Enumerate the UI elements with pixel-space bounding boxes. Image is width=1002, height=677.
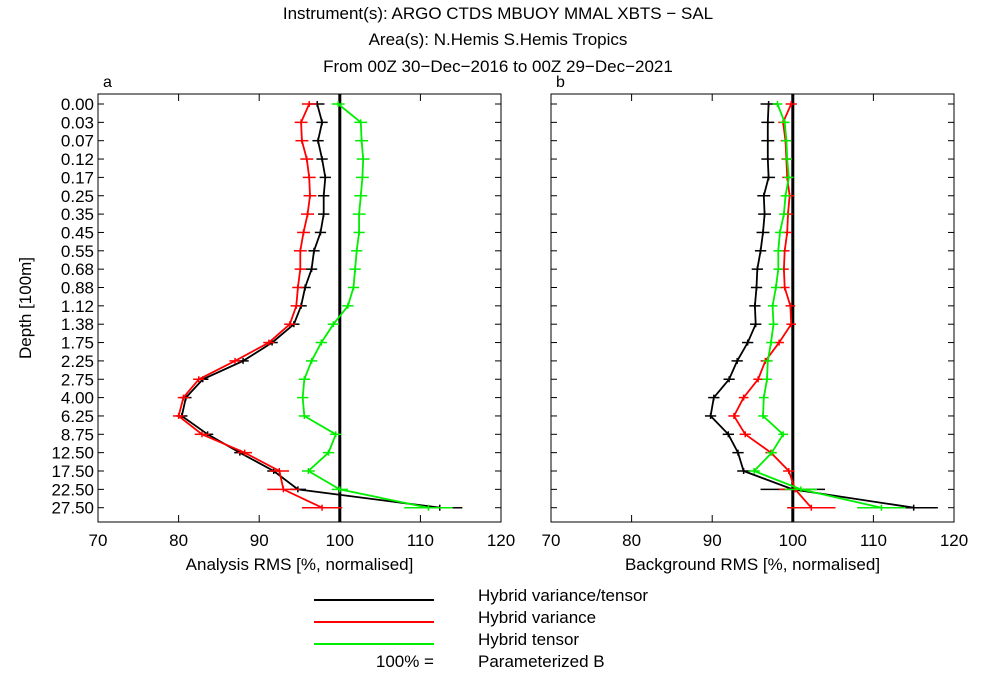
series-line xyxy=(301,103,429,509)
y-tick-label: 12.50 xyxy=(51,444,94,463)
axes-frame xyxy=(97,93,502,523)
x-axis-label: Analysis RMS [%, normalised] xyxy=(186,555,414,574)
title-line-2: Area(s): N.Hemis S.Hemis Tropics xyxy=(369,30,628,49)
y-tick-label: 0.25 xyxy=(61,187,94,206)
legend-label-tensor: Hybrid tensor xyxy=(478,630,579,649)
y-tick-label: 2.75 xyxy=(61,370,94,389)
x-tick-label: 80 xyxy=(169,531,188,550)
legend-reference-prefix: 100% = xyxy=(376,652,434,671)
x-tick-label: 80 xyxy=(622,531,641,550)
x-tick-label: 90 xyxy=(703,531,722,550)
y-tick-label: 8.75 xyxy=(61,425,94,444)
series-line xyxy=(709,103,914,509)
legend-label-variance-tensor: Hybrid variance/tensor xyxy=(478,586,648,605)
y-tick-label: 0.07 xyxy=(61,132,94,151)
series-hybrid-variance-tensor xyxy=(176,101,463,511)
x-tick-label: 110 xyxy=(407,531,434,550)
y-tick-label: 0.88 xyxy=(61,279,94,298)
x-tick-label: 70 xyxy=(542,531,561,550)
y-tick-label: 1.38 xyxy=(61,315,94,334)
series-line xyxy=(180,103,440,509)
y-tick-label: 0.35 xyxy=(61,205,94,224)
x-tick-label: 90 xyxy=(250,531,269,550)
y-tick-label: 4.00 xyxy=(61,389,94,408)
x-tick-label: 100 xyxy=(779,531,807,550)
x-tick-label: 110 xyxy=(860,531,887,550)
y-tick-label: 1.12 xyxy=(61,297,94,316)
panel-label: b xyxy=(556,74,565,91)
y-tick-label: 0.55 xyxy=(61,242,94,261)
y-tick-label: 2.25 xyxy=(61,352,94,371)
y-tick-label: 22.50 xyxy=(51,480,94,499)
x-tick-label: 100 xyxy=(326,531,354,550)
title-line-3: From 00Z 30−Dec−2016 to 00Z 29−Dec−2021 xyxy=(323,57,673,76)
y-tick-label: 0.00 xyxy=(61,95,94,114)
y-tick-label: 17.50 xyxy=(51,462,94,481)
y-tick-label: 1.75 xyxy=(61,334,94,353)
y-tick-label: 27.50 xyxy=(51,499,94,518)
x-tick-label: 70 xyxy=(89,531,108,550)
y-tick-label: 0.03 xyxy=(61,113,94,132)
y-tick-label: 0.12 xyxy=(61,150,94,169)
y-tick-label: 0.17 xyxy=(61,168,94,187)
legend-reference-label: Parameterized B xyxy=(478,652,605,671)
y-tick-label: 6.25 xyxy=(61,407,94,426)
series-hybrid-variance xyxy=(172,101,343,511)
x-tick-label: 120 xyxy=(487,531,515,550)
axes-frame xyxy=(550,93,955,523)
legend: Hybrid variance/tensor Hybrid variance H… xyxy=(314,586,648,671)
series-hybrid-tensor xyxy=(748,101,906,511)
panel-b-background-rms: b 70 80 90 100 110 120 Background RMS [%, norma… xyxy=(542,74,969,574)
series-hybrid-variance xyxy=(728,101,836,511)
y-tick-label: 0.45 xyxy=(61,223,94,242)
title-line-1: Instrument(s): ARGO CTDS MBUOY MMAL XBTS… xyxy=(283,4,713,23)
legend-label-variance: Hybrid variance xyxy=(478,608,596,627)
y-tick-label: 0.68 xyxy=(61,260,94,279)
series-hybrid-variance-tensor xyxy=(704,101,938,511)
panel-label: a xyxy=(103,74,112,91)
panel-a-analysis-rms: a 70 80 90 100 110 120 Analysis RMS [%, normali… xyxy=(16,74,515,574)
series-hybrid-tensor xyxy=(297,101,453,511)
y-axis-label: Depth [100m] xyxy=(16,257,35,359)
x-tick-label: 120 xyxy=(940,531,968,550)
figure-title: Instrument(s): ARGO CTDS MBUOY MMAL XBTS… xyxy=(283,4,713,76)
x-axis-label: Background RMS [%, normalised] xyxy=(625,555,880,574)
